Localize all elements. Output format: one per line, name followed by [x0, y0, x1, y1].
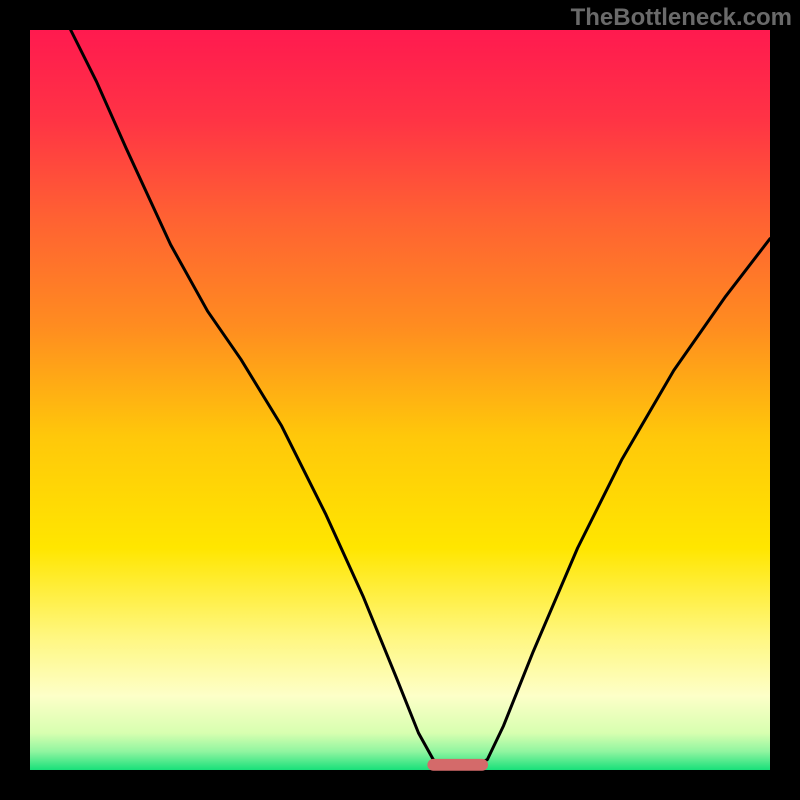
chart-svg [0, 0, 800, 800]
optimal-range-marker [427, 759, 488, 771]
chart-gradient-background [30, 30, 770, 770]
bottleneck-chart: TheBottleneck.com [0, 0, 800, 800]
